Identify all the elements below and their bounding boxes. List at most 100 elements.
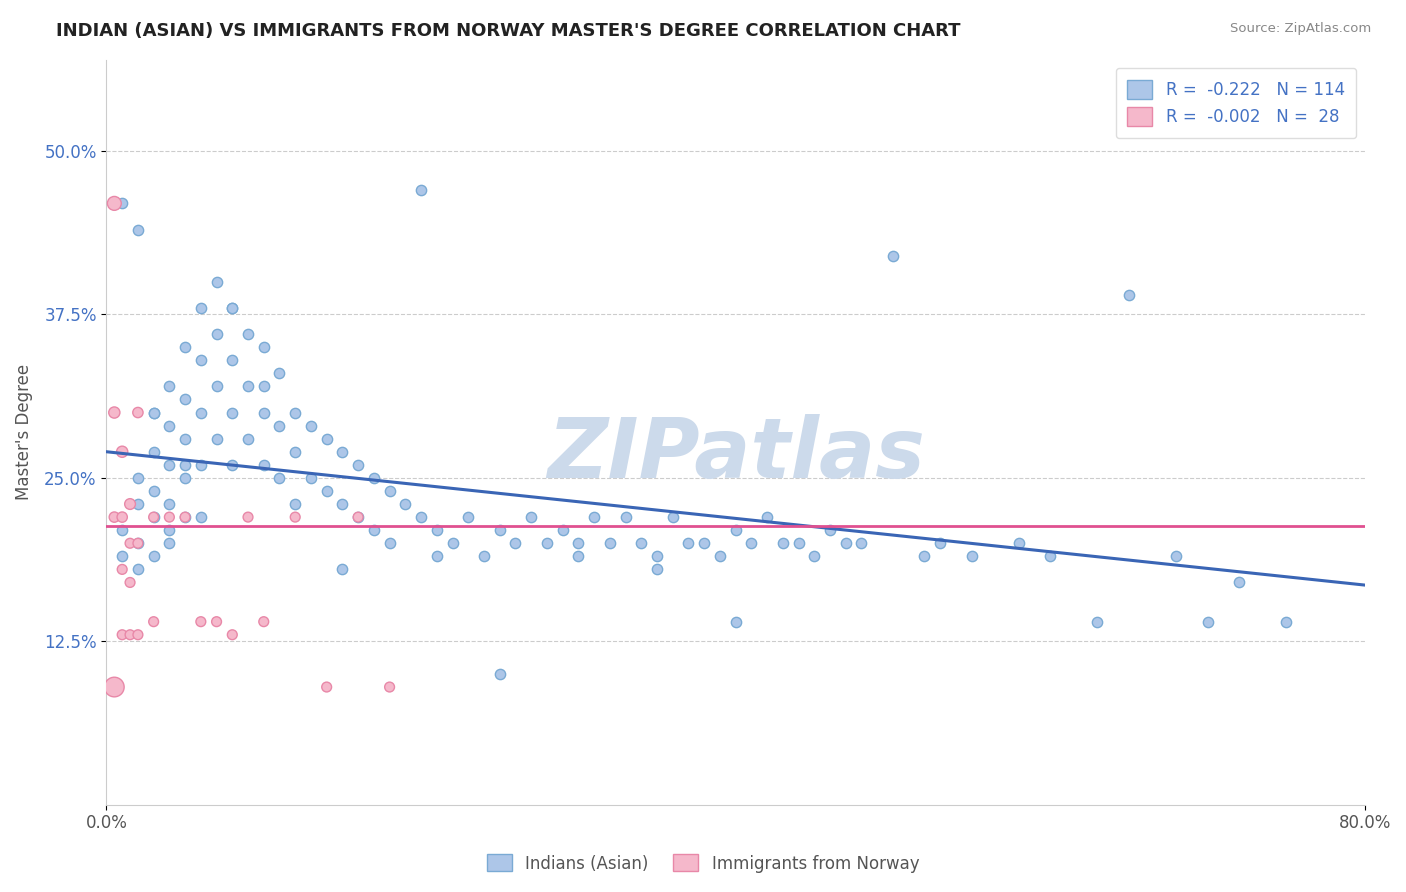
Point bbox=[645, 549, 668, 564]
Point bbox=[332, 497, 354, 511]
Point bbox=[174, 458, 197, 472]
Point bbox=[363, 471, 385, 485]
Point bbox=[567, 549, 589, 564]
Point bbox=[190, 301, 212, 315]
Point bbox=[174, 392, 197, 407]
Point bbox=[142, 405, 165, 419]
Point bbox=[426, 549, 449, 564]
Point bbox=[127, 562, 149, 576]
Point bbox=[157, 523, 180, 537]
Point bbox=[630, 536, 652, 550]
Point bbox=[127, 536, 149, 550]
Point bbox=[174, 432, 197, 446]
Point bbox=[221, 301, 243, 315]
Point bbox=[190, 353, 212, 368]
Point bbox=[157, 458, 180, 472]
Point bbox=[127, 536, 149, 550]
Point bbox=[118, 628, 141, 642]
Point bbox=[103, 196, 125, 211]
Point bbox=[174, 340, 197, 354]
Point bbox=[190, 405, 212, 419]
Point bbox=[221, 628, 243, 642]
Point bbox=[315, 432, 337, 446]
Point bbox=[284, 405, 307, 419]
Point bbox=[1087, 615, 1109, 629]
Point bbox=[394, 497, 416, 511]
Point bbox=[236, 379, 259, 393]
Point bbox=[284, 497, 307, 511]
Point bbox=[835, 536, 858, 550]
Point bbox=[111, 549, 134, 564]
Point bbox=[851, 536, 873, 550]
Point bbox=[205, 379, 228, 393]
Point bbox=[157, 418, 180, 433]
Text: Source: ZipAtlas.com: Source: ZipAtlas.com bbox=[1230, 22, 1371, 36]
Point bbox=[253, 615, 276, 629]
Y-axis label: Master's Degree: Master's Degree bbox=[15, 364, 32, 500]
Point bbox=[1197, 615, 1219, 629]
Point bbox=[409, 510, 432, 524]
Point bbox=[111, 444, 134, 458]
Point bbox=[205, 432, 228, 446]
Point bbox=[142, 615, 165, 629]
Point bbox=[1008, 536, 1031, 550]
Point bbox=[253, 458, 276, 472]
Point bbox=[567, 536, 589, 550]
Point bbox=[127, 628, 149, 642]
Point bbox=[190, 510, 212, 524]
Point bbox=[1227, 575, 1250, 590]
Point bbox=[378, 536, 401, 550]
Point bbox=[332, 562, 354, 576]
Point bbox=[505, 536, 527, 550]
Point bbox=[709, 549, 731, 564]
Point bbox=[157, 379, 180, 393]
Point bbox=[551, 523, 574, 537]
Point bbox=[269, 367, 291, 381]
Point bbox=[111, 196, 134, 211]
Point bbox=[488, 523, 510, 537]
Point bbox=[205, 615, 228, 629]
Point bbox=[205, 327, 228, 342]
Point bbox=[253, 405, 276, 419]
Point bbox=[740, 536, 762, 550]
Point bbox=[269, 471, 291, 485]
Point bbox=[1118, 288, 1140, 302]
Point bbox=[536, 536, 558, 550]
Point bbox=[520, 510, 543, 524]
Point bbox=[269, 418, 291, 433]
Point bbox=[960, 549, 983, 564]
Point bbox=[142, 483, 165, 498]
Point bbox=[599, 536, 621, 550]
Point bbox=[787, 536, 810, 550]
Point bbox=[253, 379, 276, 393]
Point bbox=[118, 497, 141, 511]
Point bbox=[118, 575, 141, 590]
Point bbox=[756, 510, 779, 524]
Point bbox=[299, 471, 322, 485]
Point bbox=[190, 615, 212, 629]
Legend: Indians (Asian), Immigrants from Norway: Indians (Asian), Immigrants from Norway bbox=[479, 847, 927, 880]
Point bbox=[724, 523, 747, 537]
Legend: R =  -0.222   N = 114, R =  -0.002   N =  28: R = -0.222 N = 114, R = -0.002 N = 28 bbox=[1116, 68, 1357, 138]
Point bbox=[645, 562, 668, 576]
Point bbox=[724, 615, 747, 629]
Point bbox=[441, 536, 464, 550]
Point bbox=[127, 471, 149, 485]
Point bbox=[236, 432, 259, 446]
Point bbox=[347, 458, 370, 472]
Point bbox=[315, 483, 337, 498]
Point bbox=[818, 523, 841, 537]
Point bbox=[142, 510, 165, 524]
Point bbox=[378, 483, 401, 498]
Point bbox=[205, 275, 228, 289]
Point bbox=[378, 680, 401, 694]
Point bbox=[142, 444, 165, 458]
Point bbox=[236, 510, 259, 524]
Point bbox=[583, 510, 606, 524]
Point bbox=[472, 549, 495, 564]
Point bbox=[103, 680, 125, 694]
Point bbox=[1164, 549, 1187, 564]
Point bbox=[118, 536, 141, 550]
Text: ZIPatlas: ZIPatlas bbox=[547, 414, 925, 495]
Point bbox=[772, 536, 794, 550]
